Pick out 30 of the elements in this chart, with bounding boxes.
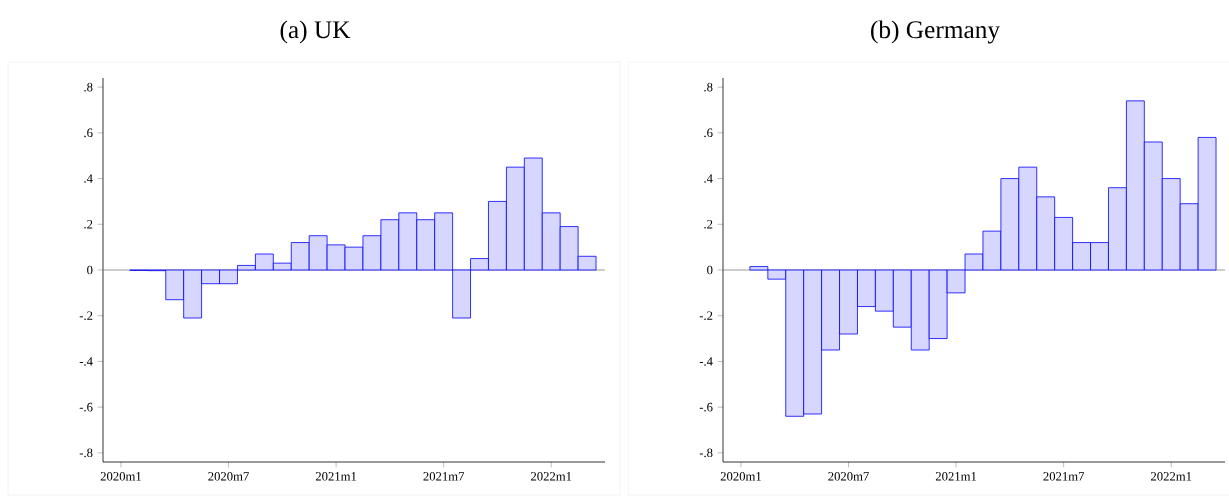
y-tick-label: .2 xyxy=(84,220,93,229)
x-tick-label: 2022m1 xyxy=(1151,472,1192,481)
y-tick-label: .6 xyxy=(84,128,93,138)
y-tick-label: .4 xyxy=(704,174,713,183)
x-tick-label: 2021m1 xyxy=(315,472,357,481)
x-tick-label: 2021m7 xyxy=(1043,472,1085,481)
y-tick-label: -.2 xyxy=(699,311,713,321)
x-tick-label: 2020m7 xyxy=(828,472,869,481)
y-tick-label: .2 xyxy=(704,220,713,229)
y-tick-label: 0 xyxy=(87,265,93,275)
y-tick-label: -.6 xyxy=(79,402,93,412)
y-tick-label: -.2 xyxy=(79,311,93,321)
chart-title: (b) Germany xyxy=(871,20,1000,44)
x-tick-label: 2021m7 xyxy=(423,472,465,481)
y-tick-label: .4 xyxy=(84,174,93,183)
x-tick-label: 2020m1 xyxy=(720,472,761,481)
x-tick-label: 2020m7 xyxy=(208,472,249,481)
y-tick-label: -.8 xyxy=(699,448,713,458)
y-tick-label: .8 xyxy=(704,82,713,92)
y-tick-label: -.8 xyxy=(79,448,93,458)
y-tick-label: 0 xyxy=(707,265,713,275)
x-tick-label: 2021m1 xyxy=(935,472,977,481)
y-tick-label: .8 xyxy=(84,82,93,92)
chart-title: (a) UK xyxy=(280,20,351,44)
y-tick-label: -.6 xyxy=(699,402,713,412)
x-tick-label: 2022m1 xyxy=(531,472,572,481)
x-tick-label: 2020m1 xyxy=(100,472,141,481)
y-tick-label: -.4 xyxy=(79,357,93,366)
y-tick-label: .6 xyxy=(704,128,713,138)
y-tick-label: -.4 xyxy=(699,357,713,366)
